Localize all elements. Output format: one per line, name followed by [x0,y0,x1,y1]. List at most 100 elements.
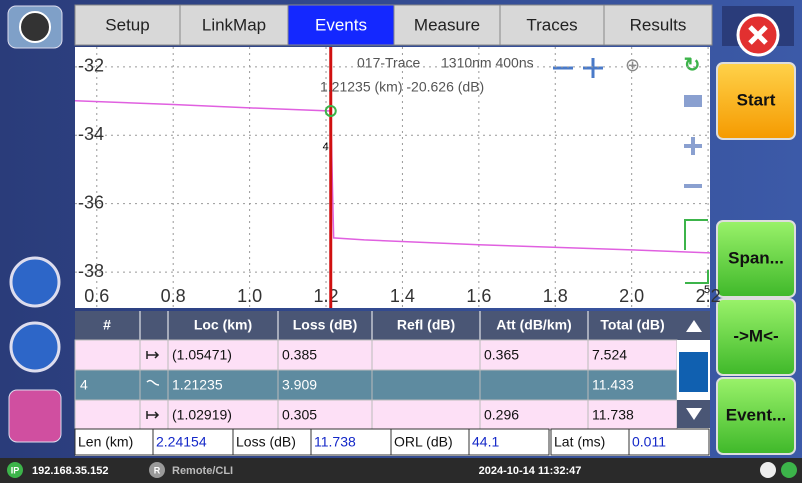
table-cell: 11.433 [592,377,634,393]
table-cell: 4 [80,377,88,393]
refresh-icon[interactable]: ↻ [684,54,701,76]
tab-label: Results [630,15,687,34]
table-row[interactable] [74,369,678,401]
event-icon [146,351,160,359]
trace-name: 017-Trace [357,55,421,71]
save-button[interactable] [9,256,61,308]
summary-value: 44.1 [472,434,499,450]
table-cell: 11.738 [592,407,634,423]
summary-label-box [232,428,312,456]
summary-value-box [468,428,550,456]
x-tick-label: 1.0 [237,286,262,306]
datetime: 2024-10-14 11:32:47 [479,465,582,477]
side-button[interactable] [716,298,796,376]
column-header: Total (dB) [600,317,664,333]
side-button-label: Event... [726,405,786,424]
tab[interactable] [499,4,605,46]
open-button[interactable] [9,321,61,373]
table-cell: 3.909 [282,377,317,393]
side-button[interactable] [716,220,796,298]
ip-badge [7,462,23,478]
summary-label: Lat (ms) [554,434,605,450]
x-tick-label: 1.6 [466,286,491,306]
side-button-label: Start [737,90,776,109]
tab[interactable] [179,4,289,46]
table-row[interactable] [74,339,678,371]
event-icon [146,411,160,419]
lock-icon[interactable] [684,95,702,107]
zoom-icon[interactable]: ⊕ [625,55,640,75]
side-button[interactable] [716,62,796,140]
tools-button[interactable] [8,389,62,443]
scroll-up[interactable] [686,320,702,332]
tab[interactable] [603,4,713,46]
tab-label: Measure [414,15,480,34]
close-icon [748,25,768,45]
bluetooth-icon [760,462,776,478]
table-cell: 0.305 [282,407,317,423]
summary-value-box [310,428,392,456]
summary-label: Len (km) [78,434,133,450]
summary-label: Loss (dB) [236,434,296,450]
table-cell: 0.296 [484,407,519,423]
end-marker [684,219,709,284]
x-tick-label: 1.8 [543,286,568,306]
event-marker [324,104,337,117]
column-header: Loss (dB) [293,317,358,333]
side-button[interactable] [716,377,796,455]
x-tick-label: 2.2 [696,286,721,306]
side-button-label: Span... [728,248,784,267]
vertical-zoom[interactable] [684,137,702,188]
status-bar [0,458,802,483]
x-tick-label: 0.6 [84,286,109,306]
event-label: 5 [704,284,710,296]
tab-label: Setup [105,15,149,34]
summary-label-box [390,428,470,456]
home-icon [19,11,51,43]
x-tick-label: 1.4 [390,286,415,306]
ip-address: 192.168.35.152 [32,465,108,477]
chart-area [75,47,710,308]
x-tick-label: 0.8 [161,286,186,306]
table-cell: 7.524 [592,347,627,363]
scroll-down[interactable] [686,408,702,420]
table-cell: (1.02919) [172,407,232,423]
summary-label: ORL (dB) [394,434,453,450]
tab[interactable] [287,4,395,46]
tab[interactable] [74,4,181,46]
y-tick-label: -36 [78,192,104,212]
summary-value: 2.24154 [156,434,207,450]
table-cell: 1.21235 [172,377,223,393]
scroll-thumb[interactable] [679,352,708,392]
network-icon [781,462,797,478]
x-tick-label: 2.0 [619,286,644,306]
event-label: 4 [323,141,329,153]
summary-value: 11.738 [314,434,356,450]
tab-label: Events [315,15,367,34]
event-icon [146,379,160,386]
ip-badge-text: IP [11,465,20,475]
y-tick-label: -38 [78,261,104,281]
summary-value-box [628,428,710,456]
trace-info: 1310nm 400ns [441,55,534,71]
remote-badge [149,462,165,478]
table-cell: (1.05471) [172,347,232,363]
cursor-label: 1.21235 (km) -20.626 (dB) [320,79,484,95]
column-header: Att (dB/km) [496,317,571,333]
tab-label: LinkMap [202,15,266,34]
column-header: Refl (dB) [397,317,455,333]
summary-value: 0.011 [632,434,666,450]
column-header: Loc (km) [194,317,252,333]
tab-label: Traces [526,15,577,34]
column-header: # [103,317,111,333]
side-button-label: ->M<- [733,326,778,345]
summary-label-box [74,428,154,456]
remote-badge-text: R [154,465,161,475]
trace-line [74,99,711,254]
table-cell: 0.385 [282,347,317,363]
table-header [75,311,710,340]
table-row[interactable] [74,399,678,431]
zoom-controls[interactable] [553,58,603,78]
